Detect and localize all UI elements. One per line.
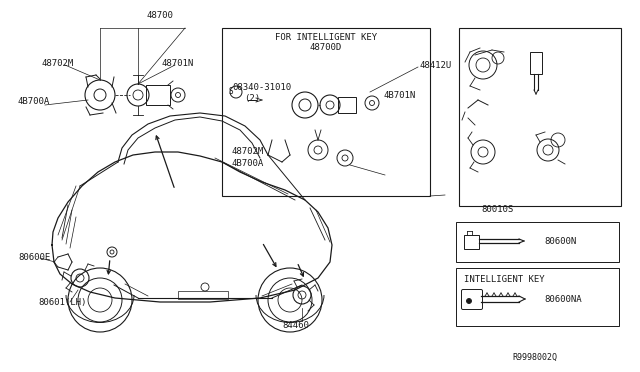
Text: 80600E: 80600E xyxy=(18,253,51,263)
Text: 4B700A: 4B700A xyxy=(18,97,51,106)
Text: 48701N: 48701N xyxy=(162,58,195,67)
Circle shape xyxy=(467,298,472,304)
Bar xyxy=(146,85,170,105)
Text: 4B701N: 4B701N xyxy=(384,90,416,99)
Bar xyxy=(178,291,228,299)
Text: 48702M: 48702M xyxy=(42,58,74,67)
Text: S: S xyxy=(228,87,234,96)
Text: 80600N: 80600N xyxy=(544,237,576,247)
Bar xyxy=(459,28,621,206)
Bar xyxy=(456,268,619,326)
Text: R9998002Q: R9998002Q xyxy=(512,353,557,362)
Text: FOR INTELLIGENT KEY: FOR INTELLIGENT KEY xyxy=(275,33,377,42)
Text: 80600NA: 80600NA xyxy=(544,295,582,305)
Text: 48700: 48700 xyxy=(147,10,173,19)
Text: 84460: 84460 xyxy=(283,321,309,330)
Text: 48700D: 48700D xyxy=(310,44,342,52)
Text: 80601(LH): 80601(LH) xyxy=(38,298,86,307)
Text: 80010S: 80010S xyxy=(482,205,514,215)
Text: 48702M: 48702M xyxy=(232,148,264,157)
Text: 08340-31010: 08340-31010 xyxy=(232,83,291,93)
Text: INTELLIGENT KEY: INTELLIGENT KEY xyxy=(464,275,545,283)
Bar xyxy=(530,52,542,74)
Bar xyxy=(456,222,619,262)
Bar xyxy=(338,97,356,113)
Text: 4B700A: 4B700A xyxy=(232,160,264,169)
Bar xyxy=(464,235,479,249)
Text: (2): (2) xyxy=(244,93,260,103)
Bar xyxy=(222,28,430,196)
Text: 48412U: 48412U xyxy=(420,61,452,70)
